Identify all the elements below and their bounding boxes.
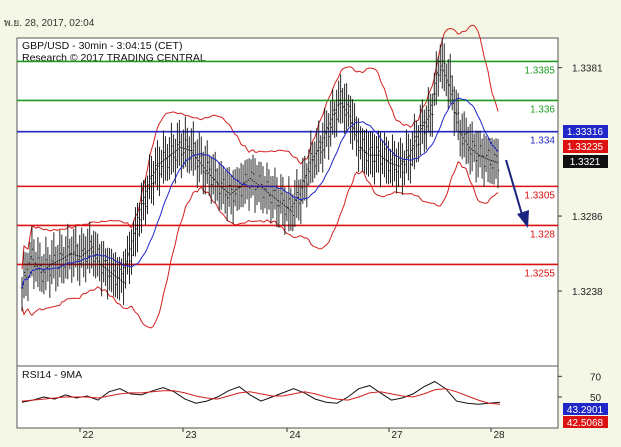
price-tick-label: 1.3381 xyxy=(572,64,603,75)
timestamp: พ.ย. 28, 2017, 02:04 xyxy=(4,18,95,29)
x-tick-label: 27 xyxy=(391,430,403,441)
level-label-3: 1.3305 xyxy=(524,190,555,201)
rsi-panel xyxy=(16,365,559,429)
price-tick-label: 1.3238 xyxy=(572,287,603,298)
price-badge-bg xyxy=(563,155,608,168)
x-tick-label: 22 xyxy=(82,430,94,441)
level-label-1: 1.336 xyxy=(530,104,555,115)
chart-title: GBP/USD - 30min - 3:04:15 (CET) xyxy=(22,40,182,52)
rsi-tick-label: 50 xyxy=(590,393,602,404)
forecast-arrow-head xyxy=(517,210,529,228)
rsi-series-1 xyxy=(21,388,501,405)
price-badge-label: 1.33316 xyxy=(567,127,604,138)
x-tick-label: 28 xyxy=(493,430,505,441)
rsi-tick-label: 70 xyxy=(590,372,602,383)
level-label-0: 1.3385 xyxy=(524,65,555,76)
bollinger-upper xyxy=(21,24,499,270)
price-badge-label: 1.3321 xyxy=(570,157,601,168)
level-label-2: 1.334 xyxy=(530,136,555,147)
price-badge-bg xyxy=(563,125,608,138)
moving-average xyxy=(21,97,499,289)
price-badge-bg xyxy=(563,140,608,153)
rsi-badge-bg xyxy=(563,403,608,415)
rsi-badge-label: 43.2901 xyxy=(567,405,604,416)
rsi-badge-label: 42.5068 xyxy=(567,418,604,429)
rsi-badge-bg xyxy=(563,416,608,428)
forecast-arrow-line xyxy=(505,159,524,219)
level-label-4: 1.328 xyxy=(530,229,555,240)
price-badge-label: 1.33235 xyxy=(567,142,604,153)
x-tick-label: 24 xyxy=(289,430,301,441)
rsi-label: RSI14 - 9MA xyxy=(22,369,82,381)
level-label-5: 1.3255 xyxy=(524,268,555,279)
main-panel xyxy=(16,37,559,367)
x-tick-label: 23 xyxy=(185,430,197,441)
price-tick-label: 1.3286 xyxy=(572,212,603,223)
